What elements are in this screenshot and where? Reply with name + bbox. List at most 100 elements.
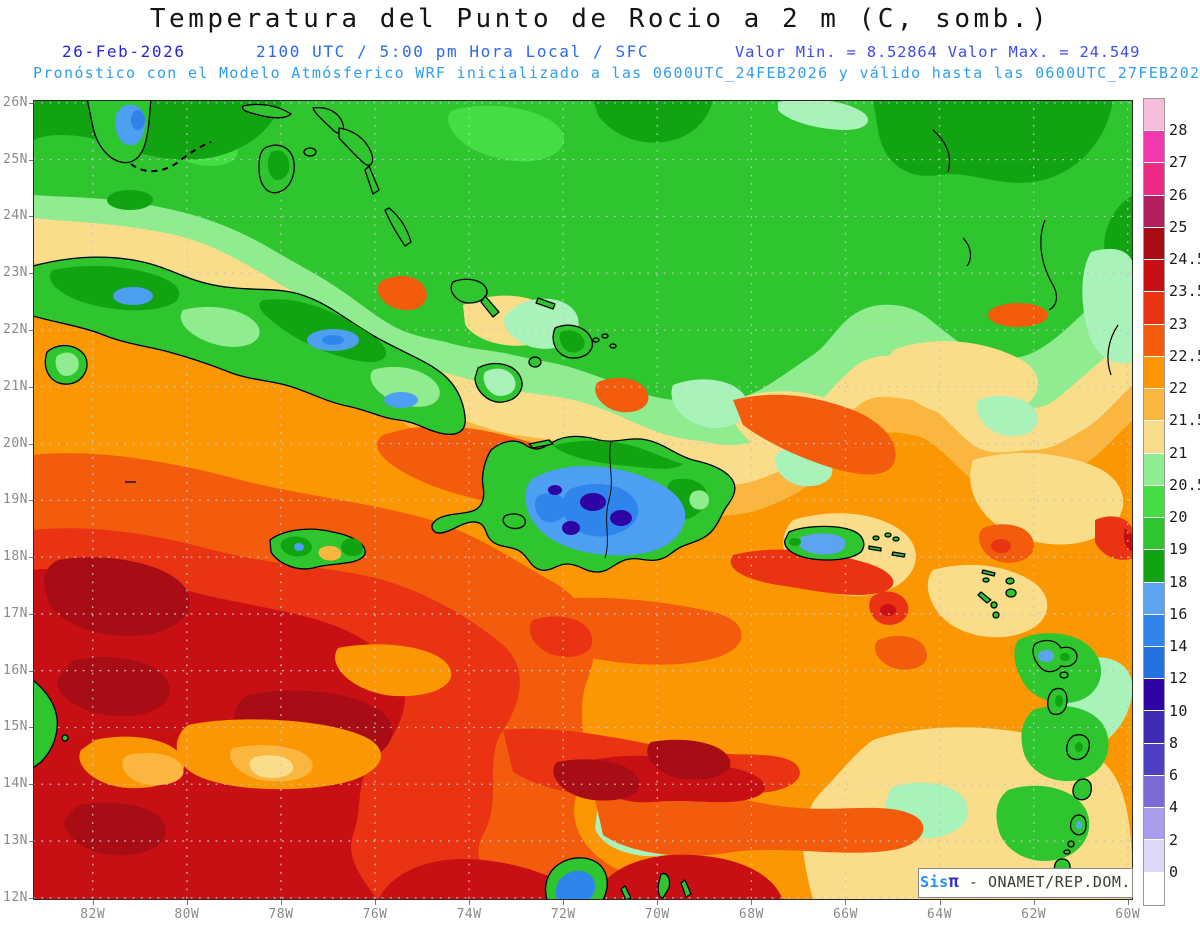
lat-tick-label: 18N [3,549,28,565]
colorbar-boundary-label: 6 [1169,766,1179,785]
watermark-text: - ONAMET/REP.DOM. [959,873,1131,891]
colorbar-segment [1144,743,1164,776]
lat-tick [29,670,33,672]
lat-tick-label: 16N [3,662,28,678]
tortuga-coastline [528,439,554,449]
colorbar-segment [1144,840,1164,873]
colorbar-segment [1144,679,1164,712]
lat-tick [29,897,33,899]
lon-tick [186,900,188,905]
lat-tick-label: 21N [3,378,28,394]
lat-tick [29,386,33,388]
colorbar-boundary-label: 8 [1169,733,1179,752]
contour-lines [932,129,1119,376]
lat-tick-label: 20N [3,435,28,451]
lon-tick [563,900,565,905]
haiti-dr-border [604,441,612,559]
colorbar [1143,98,1165,906]
lat-tick [29,102,33,104]
lat-tick-label: 12N [3,889,28,905]
colorbar-boundary-label: 21.5 [1169,411,1200,430]
gonave-coastline [502,513,526,530]
graticule-gridlines [33,100,1133,900]
lat-tick [29,159,33,161]
page-title: Temperatura del Punto de Rocio a 2 m (C,… [149,4,1051,34]
lon-tick-label: 66W [832,907,858,922]
colorbar-segment [1144,356,1164,390]
lon-tick-label: 68W [738,907,764,922]
run-date: 26-Feb-2026 [62,42,186,61]
colorbar-boundary-label: 18 [1169,572,1188,591]
lat-tick-label: 24N [3,208,28,224]
colorbar-segment [1144,99,1164,132]
lat-tick-label: 17N [3,605,28,621]
colorbar-segment [1144,227,1164,261]
lon-tick-label: 76W [362,907,388,922]
colorbar-boundary-label: 22 [1169,379,1188,398]
lat-tick [29,784,33,786]
colorbar-segment [1144,614,1164,647]
coastlines [33,100,1093,900]
lon-tick-label: 80W [174,907,200,922]
lat-tick-label: 22N [3,321,28,337]
lon-tick-label: 70W [644,907,670,922]
lat-tick-label: 13N [3,833,28,849]
map-canvas [33,100,1133,900]
colorbar-segment [1144,711,1164,744]
abc-islands-coastlines [620,872,692,900]
colorbar-segment [1144,292,1164,325]
colorbar-segment [1144,131,1164,164]
colorbar-segment [1144,421,1164,454]
colorbar-boundary-label: 26 [1169,185,1188,204]
colorbar-boundary-label: 22.5 [1169,346,1200,365]
valid-time: 2100 UTC / 5:00 pm Hora Local / SFC [256,42,650,61]
lon-tick [92,900,94,905]
florida-keys-coastline [130,141,212,172]
colorbar-segment [1144,324,1164,357]
colorbar-boundary-label: 12 [1169,669,1188,688]
watermark-brand: Sis [920,873,949,891]
watermark-pi-symbol: π [948,872,960,892]
colorbar-boundary-label: 0 [1169,862,1179,881]
colorbar-segment [1144,582,1164,615]
colorbar-boundary-label: 23.5 [1169,282,1200,301]
lat-tick [29,557,33,559]
colorbar-segment [1144,872,1164,905]
lat-tick-label: 25N [3,151,28,167]
colorbar-boundary-label: 24.5 [1169,250,1200,269]
colorbar-segment [1144,485,1164,519]
colorbar-segment [1144,550,1164,583]
lat-tick-label: 19N [3,492,28,508]
lat-tick [29,443,33,445]
colorbar-boundary-label: 14 [1169,637,1188,656]
lon-tick-label: 74W [456,907,482,922]
lat-tick-label: 15N [3,719,28,735]
nicaragua-coastline [33,679,58,769]
lat-tick-label: 23N [3,265,28,281]
virgin-islands-coastlines [868,532,906,558]
forecast-line: Pronóstico con el Modelo Atmósferico WRF… [33,64,1200,82]
colorbar-boundary-label: 4 [1169,798,1179,817]
colorbar-boundary-label: 10 [1169,701,1188,720]
lat-tick [29,273,33,275]
lon-tick [1033,900,1035,905]
lat-tick-label: 14N [3,776,28,792]
colorbar-boundary-label: 2 [1169,830,1179,849]
lat-tick [29,216,33,218]
lon-tick [469,900,471,905]
colorbar-segment [1144,808,1164,841]
watermark: Sisπ - ONAMET/REP.DOM. [918,868,1133,898]
colorbar-boundary-label: 23 [1169,314,1188,333]
lon-tick-label: 72W [550,907,576,922]
colorbar-boundary-label: 16 [1169,604,1188,623]
colorbar-boundary-label: 20.5 [1169,475,1200,494]
lon-tick [375,900,377,905]
lat-tick [29,841,33,843]
lon-tick [939,900,941,905]
lon-tick [280,900,282,905]
lat-tick [29,613,33,615]
lat-tick [29,727,33,729]
lat-tick [29,329,33,331]
colorbar-segment [1144,163,1164,196]
